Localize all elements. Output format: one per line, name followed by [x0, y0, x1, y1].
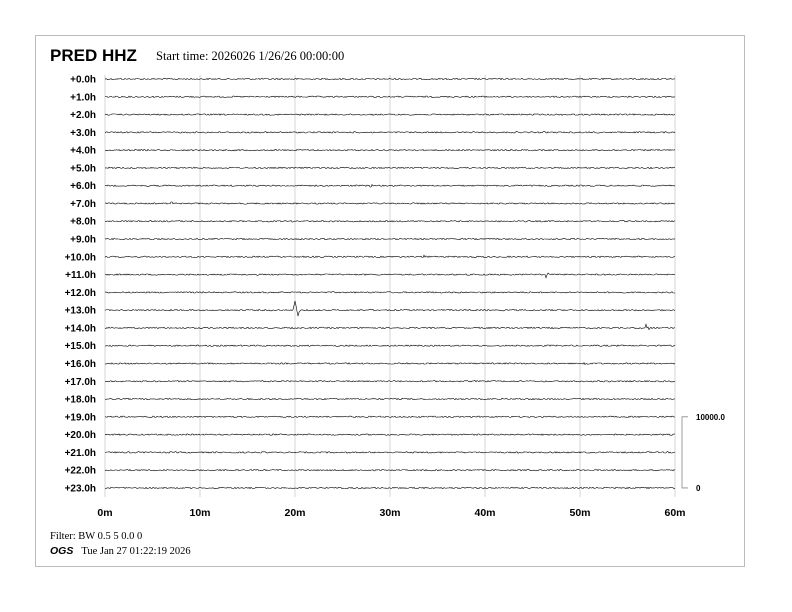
org-label: OGS	[50, 545, 74, 557]
seismic-trace	[104, 300, 676, 317]
seismic-trace	[104, 237, 676, 241]
x-tick-label: 10m	[189, 507, 210, 519]
seismic-trace	[104, 469, 676, 472]
row-label: +12.0h	[65, 288, 96, 299]
seismic-trace	[104, 220, 676, 223]
seismic-trace	[104, 131, 676, 134]
row-label: +5.0h	[70, 163, 96, 174]
plot-frame	[35, 35, 745, 567]
seismic-trace	[104, 344, 676, 347]
seismic-trace	[104, 451, 676, 454]
x-tick-label: 30m	[379, 507, 400, 519]
x-tick-label: 20m	[284, 507, 305, 519]
row-label: +11.0h	[65, 270, 96, 281]
footer-line: OGS Tue Jan 27 01:22:19 2026	[50, 545, 191, 557]
seismic-trace	[104, 397, 676, 401]
seismic-trace	[104, 272, 676, 279]
row-label: +18.0h	[65, 395, 96, 406]
row-label: +23.0h	[65, 483, 96, 494]
scale-bar	[681, 416, 688, 489]
station-title: PRED HHZ	[50, 46, 137, 65]
row-label: +19.0h	[65, 412, 96, 423]
seismic-trace	[104, 291, 676, 294]
row-label: +7.0h	[70, 199, 96, 210]
seismic-trace	[105, 166, 676, 170]
row-label: +22.0h	[65, 466, 96, 477]
x-tick-label: 50m	[569, 507, 590, 519]
row-label: +10.0h	[65, 252, 96, 263]
seismic-trace	[104, 362, 676, 365]
seismic-trace	[104, 95, 676, 98]
generated-timestamp: Tue Jan 27 01:22:19 2026	[81, 546, 191, 557]
row-label: +17.0h	[65, 377, 96, 388]
seismic-trace	[105, 183, 676, 188]
x-tick-label: 40m	[474, 507, 495, 519]
row-label: +3.0h	[70, 128, 96, 139]
row-label: +16.0h	[65, 359, 96, 370]
row-label: +13.0h	[65, 306, 96, 317]
row-label: +0.0h	[70, 75, 96, 86]
row-label: +1.0h	[70, 92, 96, 103]
row-label: +15.0h	[65, 341, 96, 352]
seismic-trace	[104, 113, 676, 116]
x-tick-label: 0m	[97, 507, 112, 519]
seismic-trace	[104, 415, 676, 418]
seismic-trace	[105, 148, 676, 152]
scale-top-label: 10000.0	[696, 413, 725, 422]
row-label: +20.0h	[65, 430, 96, 441]
row-label: +9.0h	[70, 235, 96, 246]
filter-label: Filter: BW 0.5 5 0.0 0	[50, 531, 143, 542]
x-tick-label: 60m	[664, 507, 685, 519]
row-label: +21.0h	[65, 448, 96, 459]
row-label: +14.0h	[65, 323, 96, 334]
row-label: +6.0h	[70, 181, 96, 192]
row-label: +4.0h	[70, 146, 96, 157]
seismic-trace	[104, 77, 675, 81]
row-label: +8.0h	[70, 217, 96, 228]
seismic-trace	[104, 486, 676, 490]
seismic-trace	[105, 323, 676, 331]
start-time: Start time: 2026026 1/26/26 00:00:00	[156, 49, 345, 63]
row-label: +2.0h	[70, 110, 96, 121]
seismic-trace	[104, 201, 676, 205]
seismic-trace	[104, 254, 675, 258]
seismic-trace	[104, 433, 676, 436]
seismic-trace	[104, 380, 676, 383]
scale-bottom-label: 0	[696, 484, 701, 493]
